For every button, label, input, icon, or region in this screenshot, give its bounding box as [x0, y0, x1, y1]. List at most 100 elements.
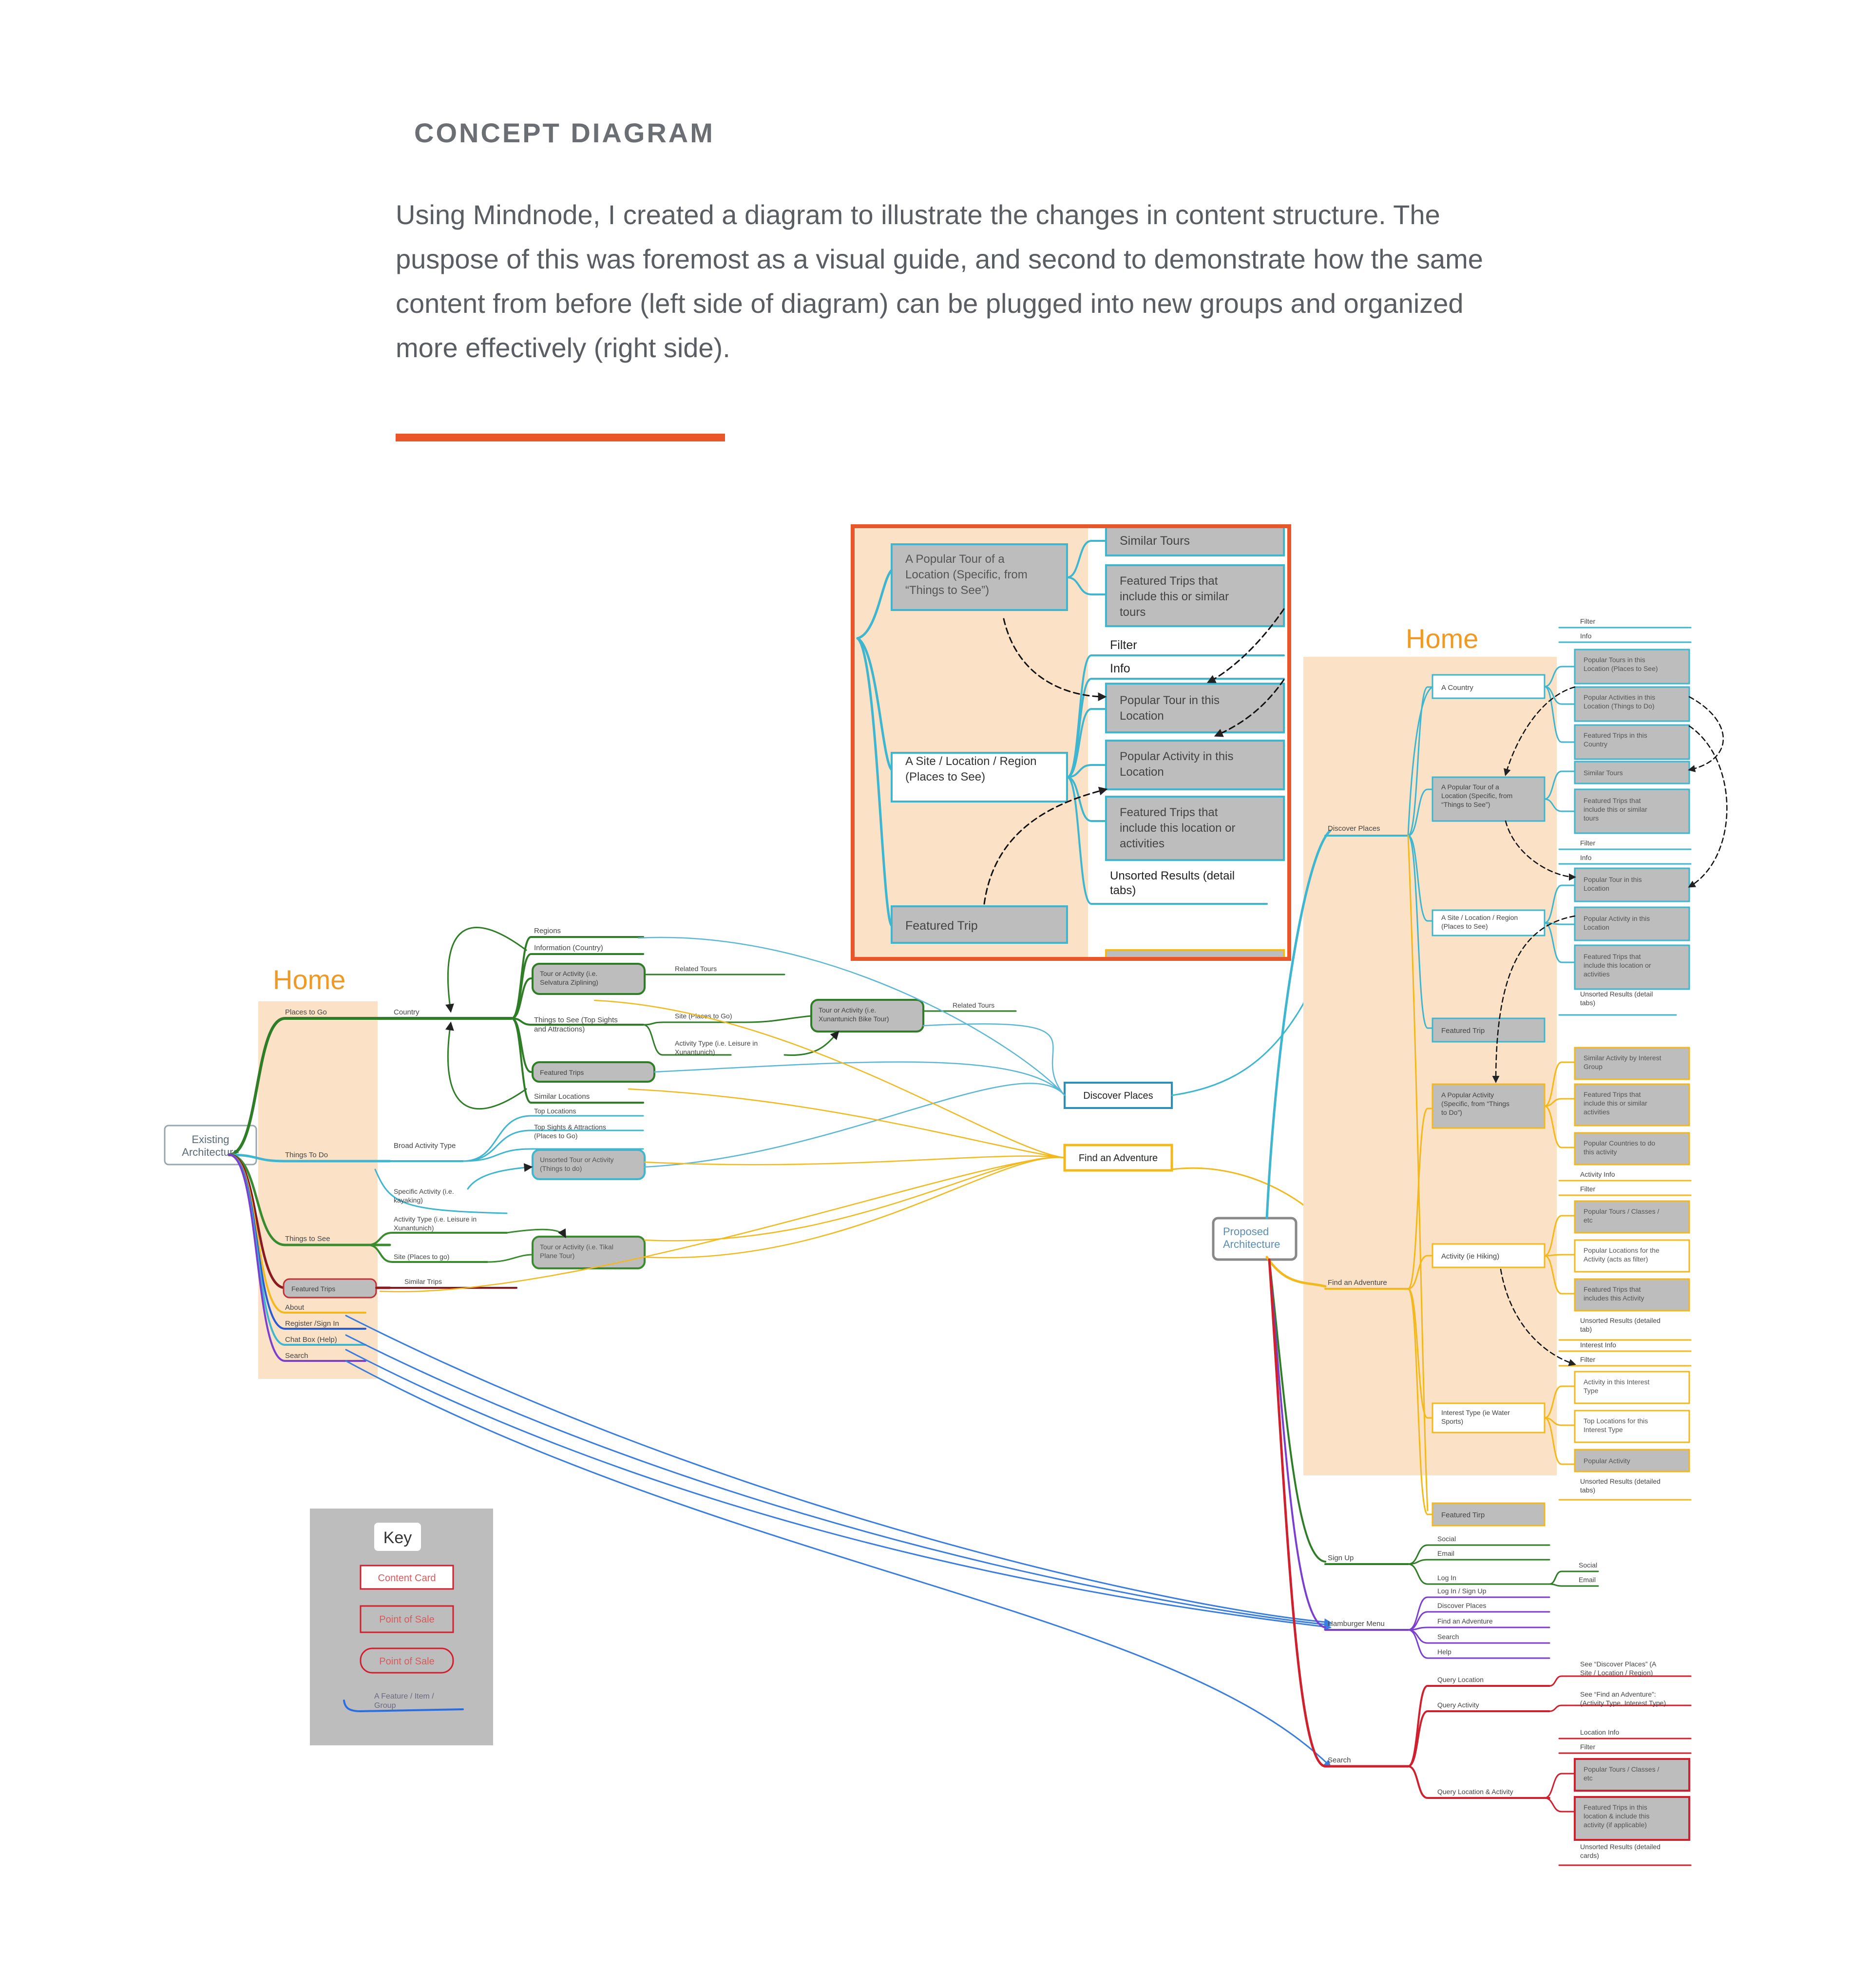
i-item-text: Popular Activity [1584, 1457, 1630, 1465]
adventure-label: Find an Adventure [1328, 1279, 1387, 1287]
link-to-right-menus [346, 1350, 1330, 1627]
q-branch [1545, 1774, 1575, 1798]
key-title: Key [383, 1529, 412, 1547]
a-branch [1545, 1255, 1575, 1256]
link-to-discover [645, 1083, 1065, 1167]
a-filter: Filter [1580, 1185, 1595, 1193]
signup-branch [1408, 1560, 1549, 1564]
top-locations-label: Top Locations [534, 1107, 576, 1115]
s-filter: Filter [1580, 839, 1595, 847]
hamburger-branch [1408, 1630, 1549, 1658]
login-email: Email [1579, 1576, 1596, 1584]
hamburger-item: Log In / Sign Up [1437, 1587, 1487, 1595]
q-filter: Filter [1580, 1743, 1595, 1751]
zoom-popular-tour-loc [1106, 684, 1284, 732]
site-to-card [745, 1016, 811, 1022]
search-label: Search [1328, 1756, 1351, 1764]
zoom-featured-trip-text: Featured Trip [905, 919, 978, 933]
zoom-popular-activity [1106, 741, 1284, 789]
signup-branch [1408, 1545, 1549, 1564]
signup-label: Sign Up [1328, 1554, 1354, 1562]
things-to-see-branch [368, 1233, 507, 1245]
country-node-text: A Country [1441, 684, 1473, 692]
hamburger-item: Discover Places [1437, 1602, 1486, 1609]
zoom-filter: Filter [1110, 638, 1137, 652]
section-things-to-do: Things To Do [285, 1151, 328, 1159]
activity-type-label: Activity Type (i.e. Leisure in Xunantunic… [675, 1039, 758, 1056]
section-register: Register /Sign In [285, 1319, 339, 1328]
dashed-rel [1689, 726, 1727, 887]
s-unsorted: Unsorted Results (detail tabs) [1580, 990, 1653, 1007]
q-location-note: See “Discover Places” (A Site / Location … [1580, 1660, 1657, 1677]
c-info: Info [1580, 632, 1592, 640]
a-info: Activity Info [1580, 1170, 1615, 1178]
regions-label: Regions [534, 927, 561, 935]
i-filter: Filter [1580, 1356, 1595, 1363]
related-tours-label: Related Tours [675, 965, 717, 973]
q-note-branch [1549, 1676, 1691, 1686]
login-social: Social [1579, 1561, 1597, 1569]
broad-activity-label: Broad Activity Type [394, 1142, 456, 1150]
discover-label: Discover Places [1328, 824, 1380, 833]
tts-to-card [507, 1229, 565, 1237]
hamburger-item: Find an Adventure [1437, 1617, 1493, 1625]
country-loop [448, 927, 526, 1011]
signup-item: Email [1437, 1549, 1454, 1557]
search-branch [1408, 1711, 1549, 1766]
proposed-home-label: Home [1406, 623, 1478, 654]
signup-item: Social [1437, 1535, 1456, 1543]
hamburger-item: Search [1437, 1633, 1459, 1641]
information-label: Information (Country) [534, 944, 603, 952]
featured-tirp-text: Featured Tirp [1441, 1511, 1485, 1519]
key-content-card-text: Content Card [378, 1573, 436, 1584]
signup-item: Log In [1437, 1574, 1456, 1582]
site-label: Site (Places to Go) [675, 1012, 732, 1020]
q-activity-note: See “Find an Adventure”: (Activity Type, … [1580, 1690, 1666, 1707]
activity-node-text: Activity (ie Hiking) [1441, 1252, 1499, 1261]
find-adventure-target-text: Find an Adventure [1079, 1153, 1158, 1164]
section-featured-trips: Featured Trips [291, 1285, 335, 1293]
q-both: Query Location & Activity [1437, 1788, 1513, 1796]
zoom-similar-tours-text: Similar Tours [1120, 534, 1190, 548]
signup-branch [1408, 1564, 1549, 1584]
c-filter: Filter [1580, 617, 1595, 625]
existing-home-label: Home [273, 964, 345, 995]
tts-site-to-card [487, 1255, 533, 1262]
link-to-right-menus [346, 1335, 1330, 1625]
link-to-right-menus [346, 1316, 1330, 1623]
section-things-to-see: Things to See [285, 1235, 330, 1243]
t-item-text: Similar Tours [1584, 769, 1623, 777]
hamburger-branch [1408, 1630, 1549, 1643]
q-loc-info: Location Info [1580, 1728, 1619, 1736]
similar-locations-label: Similar Locations [534, 1092, 590, 1101]
similar-trips-label: Similar Trips [404, 1278, 442, 1285]
q-item-text: Featured Trips in this location & include… [1584, 1803, 1649, 1829]
zoom-info: Info [1110, 662, 1130, 675]
section-search: Search [285, 1352, 308, 1360]
i-info: Interest Info [1580, 1341, 1616, 1349]
link-to-discover [654, 1062, 1065, 1095]
related-tours-2-label: Related Tours [953, 1001, 994, 1009]
dashed-rel [1689, 697, 1723, 770]
link-to-adventure [629, 1089, 1065, 1158]
section-places-to-go: Places to Go [285, 1008, 327, 1016]
tts-site-label: Site (Places to go) [394, 1253, 449, 1261]
key-point-of-sale-rounded-text: Point of Sale [379, 1656, 434, 1667]
login-branch [1549, 1584, 1598, 1586]
featured-trip-node-text: Featured Trip [1441, 1027, 1485, 1035]
q-activity: Query Activity [1437, 1701, 1479, 1709]
q-branch [1545, 1798, 1575, 1812]
tts-activity-type-label: Activity Type (i.e. Leisure in Xunantunic… [394, 1215, 477, 1232]
specific-to-unsorted [468, 1167, 531, 1189]
link-to-right-menus [346, 1361, 1330, 1766]
specific-activity-label: Specific Activity (i.e. kayaking) [394, 1187, 454, 1204]
s-info: Info [1580, 854, 1592, 861]
country-label: Country [394, 1008, 420, 1016]
q-unsorted: Unsorted Results (detailed cards) [1580, 1843, 1661, 1859]
key-point-of-sale-text: Point of Sale [379, 1614, 434, 1625]
q-location: Query Location [1437, 1676, 1484, 1683]
section-about: About [285, 1303, 305, 1312]
section-chat: Chat Box (Help) [285, 1336, 337, 1344]
top-sights-label: Top Sights & Attractions (Places to Go) [534, 1123, 606, 1140]
